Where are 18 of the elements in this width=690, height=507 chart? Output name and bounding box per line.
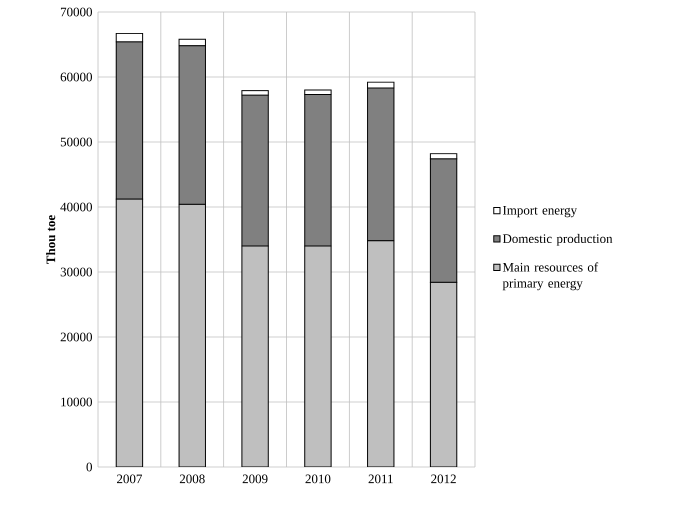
y-tick-label: 10000 xyxy=(61,398,92,406)
legend-label: Import energy xyxy=(502,206,578,218)
legend-label: Domestic production xyxy=(502,234,612,246)
x-tick-label: 2007 xyxy=(117,474,142,484)
x-tick-label: 2010 xyxy=(306,474,330,484)
y-tick-label: 70000 xyxy=(60,8,92,16)
y-tick-label: 50000 xyxy=(60,138,92,146)
x-tick-label: 2008 xyxy=(180,474,205,484)
y-tick-label: 60000 xyxy=(60,72,92,82)
legend-label: Main resources of primary energy xyxy=(502,262,598,290)
y-tick-label: 40000 xyxy=(60,202,92,212)
y-tick-label: 30000 xyxy=(60,268,92,276)
x-tick-label: 2009 xyxy=(242,474,268,484)
x-tick-label: 2011 xyxy=(368,474,393,484)
y-tick-label: 0 xyxy=(86,462,92,472)
x-tick-label: 2012 xyxy=(431,474,456,484)
y-tick-label: 20000 xyxy=(60,332,92,342)
y-axis-title: Thou toe xyxy=(46,215,56,264)
